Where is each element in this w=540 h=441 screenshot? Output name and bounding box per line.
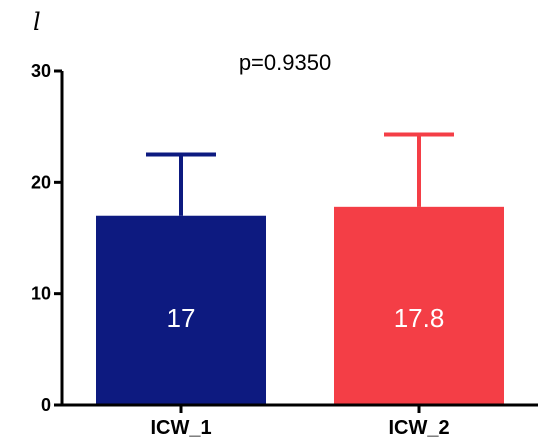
y-axis: 0 10 20 30: [31, 61, 64, 415]
y-tick-label: 10: [31, 284, 51, 304]
x-axis: ICW_1 ICW_2: [60, 403, 538, 439]
y-tick-label: 30: [31, 61, 51, 81]
panel-letter: l: [33, 8, 41, 36]
bar-icw-1: [96, 215, 266, 405]
bars: [96, 206, 504, 405]
y-tick-label: 0: [41, 395, 51, 415]
x-category-label: ICW_2: [388, 417, 449, 439]
p-value-annotation: p=0.9350: [239, 50, 331, 75]
bar-value-label: 17: [167, 303, 196, 333]
bar-value-label: 17.8: [394, 303, 445, 333]
bar-value-labels: 17 17.8: [167, 303, 445, 333]
x-category-label: ICW_1: [150, 417, 211, 439]
y-tick-label: 20: [31, 172, 51, 192]
error-bars: [146, 132, 454, 216]
bar-icw-2: [334, 206, 504, 405]
